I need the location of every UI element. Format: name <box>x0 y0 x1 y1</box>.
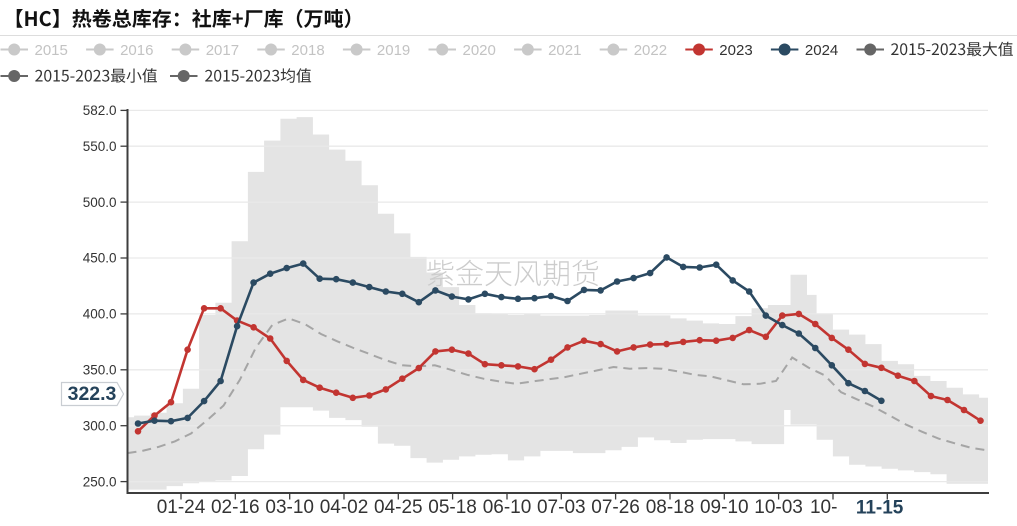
svg-text:08-18: 08-18 <box>646 497 695 518</box>
svg-text:2020: 2020 <box>463 42 496 59</box>
svg-text:582.0: 582.0 <box>83 103 117 118</box>
svg-text:2016: 2016 <box>120 42 153 59</box>
svg-text:2015: 2015 <box>35 42 68 59</box>
svg-text:250.0: 250.0 <box>83 474 117 489</box>
svg-text:350.0: 350.0 <box>83 363 117 378</box>
svg-text:11-15: 11-15 <box>856 498 904 519</box>
svg-text:02-16: 02-16 <box>211 497 260 518</box>
svg-text:2019: 2019 <box>377 42 410 59</box>
svg-text:04-02: 04-02 <box>320 497 369 518</box>
svg-text:10-: 10- <box>810 497 837 518</box>
svg-text:322.3: 322.3 <box>68 383 117 405</box>
svg-text:400.0: 400.0 <box>83 307 117 322</box>
svg-text:04-25: 04-25 <box>374 497 423 518</box>
svg-text:10-03: 10-03 <box>754 497 803 518</box>
svg-text:2018: 2018 <box>291 42 324 59</box>
svg-text:550.0: 550.0 <box>83 139 117 154</box>
svg-text:07-26: 07-26 <box>591 497 640 518</box>
svg-text:07-03: 07-03 <box>537 497 586 518</box>
svg-text:500.0: 500.0 <box>83 195 117 210</box>
svg-text:2021: 2021 <box>548 42 581 59</box>
svg-text:2022: 2022 <box>634 42 667 59</box>
svg-text:300.0: 300.0 <box>83 418 117 433</box>
svg-text:03-10: 03-10 <box>265 497 314 518</box>
svg-text:05-18: 05-18 <box>428 497 477 518</box>
svg-text:09-10: 09-10 <box>700 497 749 518</box>
svg-text:2023: 2023 <box>719 42 752 59</box>
svg-text:06-10: 06-10 <box>483 497 532 518</box>
svg-text:2024: 2024 <box>805 42 838 59</box>
svg-text:450.0: 450.0 <box>83 251 117 266</box>
svg-text:2017: 2017 <box>206 42 239 59</box>
svg-text:01-24: 01-24 <box>157 497 206 518</box>
